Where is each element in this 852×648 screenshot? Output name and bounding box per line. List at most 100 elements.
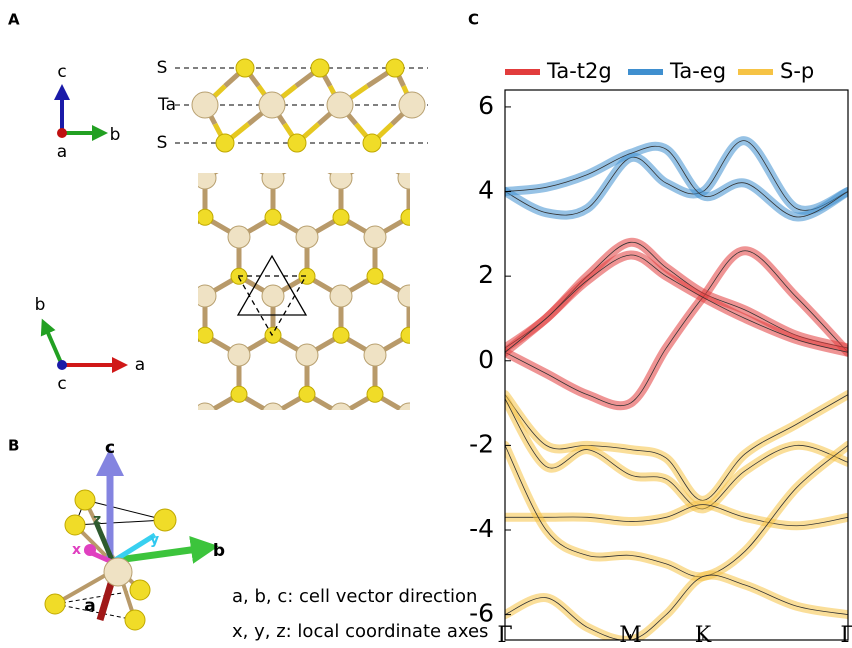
bands xyxy=(505,141,848,641)
ta-atom xyxy=(398,167,420,189)
bond xyxy=(443,217,477,237)
ta-atom xyxy=(92,344,114,366)
bond xyxy=(443,276,477,296)
s-atom xyxy=(95,386,111,402)
ta-atom xyxy=(296,462,318,484)
x-tick-label: Γ xyxy=(840,623,852,648)
plot-frame xyxy=(505,90,848,640)
s-atom xyxy=(265,209,281,225)
ta-atom xyxy=(126,167,148,189)
bond xyxy=(137,335,171,355)
bond xyxy=(409,453,443,473)
bond xyxy=(307,453,341,473)
ta-atom xyxy=(160,344,182,366)
local-axis-label: x xyxy=(72,542,81,558)
ta-atom xyxy=(398,403,420,425)
ta-atom xyxy=(194,403,216,425)
s-atom xyxy=(435,268,451,284)
ta-atom xyxy=(432,226,454,248)
s-atom xyxy=(469,209,485,225)
s-atom xyxy=(469,327,485,343)
s-atom xyxy=(231,386,247,402)
panel-label: A xyxy=(8,11,20,29)
bond xyxy=(137,394,171,414)
s-atom xyxy=(216,134,234,152)
ta-atom xyxy=(58,403,80,425)
bond xyxy=(409,394,443,414)
s-atom xyxy=(299,150,315,166)
bond xyxy=(443,158,477,178)
axis-label: a xyxy=(57,142,67,162)
note: a, b, c: cell vector direction xyxy=(232,586,477,607)
s-atom xyxy=(129,327,145,343)
ta-atom xyxy=(228,344,250,366)
bond xyxy=(171,453,205,473)
s-atom xyxy=(95,268,111,284)
s-atom xyxy=(311,59,329,77)
s-atom xyxy=(333,209,349,225)
ta-atom xyxy=(160,226,182,248)
bond xyxy=(137,158,171,178)
ta-atom xyxy=(194,285,216,307)
s-atom xyxy=(163,386,179,402)
panel-label: B xyxy=(8,437,19,455)
atom-label: S xyxy=(157,133,168,153)
ta-atom xyxy=(364,462,386,484)
legend-label: Ta-eg xyxy=(669,59,726,83)
bond xyxy=(511,217,545,237)
ta-atom xyxy=(228,462,250,484)
band-weight xyxy=(505,141,848,215)
ta-atom xyxy=(92,226,114,248)
bond xyxy=(103,394,137,414)
s-atom xyxy=(435,150,451,166)
ta-atom xyxy=(160,462,182,484)
ta-atom xyxy=(296,344,318,366)
atom-label: Ta xyxy=(157,95,176,115)
ta-atom xyxy=(194,167,216,189)
s-atom xyxy=(333,445,349,461)
ta-atom xyxy=(126,108,148,130)
s-atom xyxy=(95,150,111,166)
ta-atom xyxy=(228,226,250,248)
s-atom xyxy=(435,386,451,402)
side-view xyxy=(175,59,428,152)
s-atom xyxy=(197,327,213,343)
s-atom xyxy=(236,59,254,77)
axis-label: a xyxy=(84,596,95,616)
ta-atom xyxy=(398,285,420,307)
axes-glyph xyxy=(57,92,100,138)
bond xyxy=(409,217,443,237)
bond xyxy=(69,394,103,414)
bond xyxy=(103,335,137,355)
panel-label: C xyxy=(468,11,479,29)
ta-atom xyxy=(262,403,284,425)
s-atom xyxy=(197,209,213,225)
ta-atom xyxy=(126,285,148,307)
bond xyxy=(239,453,273,473)
axes-glyph xyxy=(45,326,120,370)
bond xyxy=(137,453,171,473)
s-atom xyxy=(265,445,281,461)
ta-atom xyxy=(58,167,80,189)
ta-atom xyxy=(330,403,352,425)
axis-label: a xyxy=(135,355,145,375)
ta-atom xyxy=(259,92,285,118)
bond xyxy=(137,217,171,237)
axis-label: c xyxy=(57,62,66,82)
y-tick-label: -4 xyxy=(469,514,494,543)
bond xyxy=(69,276,103,296)
y-tick-label: 2 xyxy=(478,260,494,289)
ta-atom xyxy=(262,285,284,307)
ta-atom xyxy=(432,462,454,484)
s-atom xyxy=(288,134,306,152)
s-atom xyxy=(197,445,213,461)
bond xyxy=(69,99,103,119)
bond xyxy=(69,158,103,178)
bond xyxy=(443,394,477,414)
ta-atom xyxy=(327,92,353,118)
s-atom xyxy=(367,150,383,166)
s-atom xyxy=(265,327,281,343)
y-tick-label: 4 xyxy=(478,176,494,205)
bond xyxy=(205,453,239,473)
bond xyxy=(103,158,137,178)
